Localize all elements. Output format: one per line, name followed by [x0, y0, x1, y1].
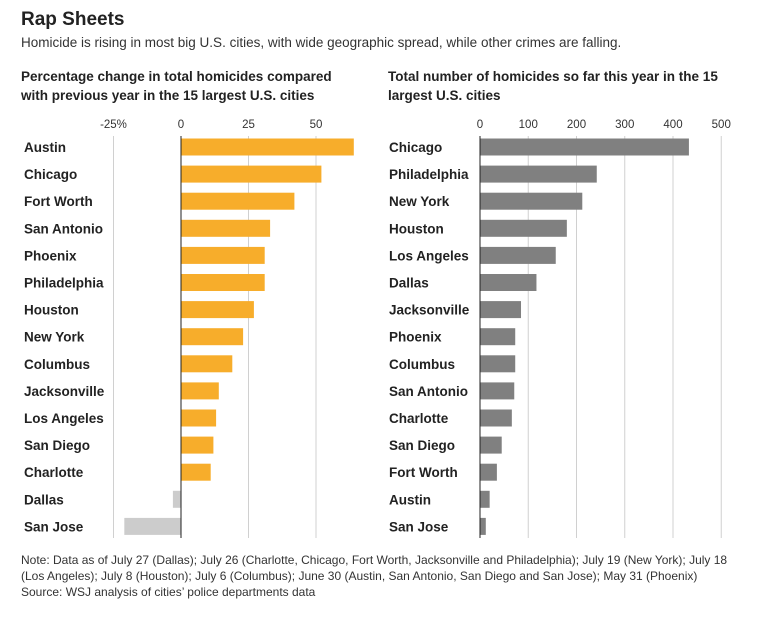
chart-2-category-label-philadelphia: Philadelphia: [389, 167, 469, 182]
chart-1-category-label-phoenix: Phoenix: [24, 248, 77, 263]
chart-2-tick-label-300: 300: [615, 119, 634, 131]
chart-1-category-label-san-antonio: San Antonio: [24, 221, 103, 236]
chart-2-title: Total number of homicides so far this ye…: [388, 69, 718, 103]
chart-2-bar-chicago: [480, 138, 689, 156]
chart-2-bar-charlotte: [480, 409, 512, 427]
chart-2-category-label-dallas: Dallas: [389, 276, 429, 291]
chart-2-category-label-chicago: Chicago: [389, 140, 442, 155]
chart-1-title: Percentage change in total homicides com…: [21, 69, 332, 103]
chart-1-bar-columbus: [181, 355, 233, 373]
chart-1-category-label-jacksonville: Jacksonville: [24, 384, 105, 399]
note-text: Note: Data as of July 27 (Dallas); July …: [21, 553, 728, 583]
chart-2-bar-philadelphia: [480, 165, 597, 183]
chart-2-bar-san-diego: [480, 436, 502, 454]
chart-2-category-label-fort-worth: Fort Worth: [389, 465, 458, 480]
source-text: Source: WSJ analysis of cities’ police d…: [21, 585, 316, 599]
chart-2-category-label-phoenix: Phoenix: [389, 330, 442, 345]
chart-1-category-label-charlotte: Charlotte: [24, 465, 84, 480]
chart-1-bar-fort-worth: [181, 192, 295, 210]
chart-2-category-label-columbus: Columbus: [389, 357, 455, 372]
chart-2-bar-phoenix: [480, 328, 516, 346]
chart-2-bar-jacksonville: [480, 301, 522, 319]
chart-1-bar-phoenix: [181, 246, 265, 264]
chart-1-tick-label-50: 50: [310, 119, 323, 131]
chart-2-category-label-jacksonville: Jacksonville: [389, 303, 470, 318]
chart-1-category-label-san-jose: San Jose: [24, 519, 84, 534]
chart-2-tick-label-100: 100: [519, 119, 538, 131]
chart-1-category-label-new-york: New York: [24, 330, 85, 345]
chart-2-category-label-houston: Houston: [389, 221, 444, 236]
chart-1-bar-san-jose: [124, 517, 181, 535]
page-title: Rap Sheets: [21, 9, 125, 30]
chart-1-bar-dallas: [172, 490, 181, 508]
chart-1-bar-chicago: [181, 165, 322, 183]
chart-2-bar-columbus: [480, 355, 516, 373]
chart-2-bar-new-york: [480, 192, 583, 210]
chart-2-tick-label-200: 200: [567, 119, 586, 131]
chart-1-bar-los-angeles: [181, 409, 217, 427]
chart-1-category-label-chicago: Chicago: [24, 167, 77, 182]
chart-2-category-label-charlotte: Charlotte: [389, 411, 449, 426]
chart-1-tick-label-25: 25: [242, 119, 255, 131]
chart-2-tick-label-400: 400: [663, 119, 682, 131]
chart-2-bar-houston: [480, 219, 567, 237]
chart-2-tick-label-0: 0: [477, 119, 483, 131]
chart-1-category-label-fort-worth: Fort Worth: [24, 194, 93, 209]
chart-1-bar-philadelphia: [181, 274, 265, 291]
chart-1-bar-san-diego: [181, 436, 214, 454]
chart-2-bar-austin: [480, 490, 490, 508]
chart-1-bar-jacksonville: [181, 382, 219, 400]
chart-2-tick-label-500: 500: [712, 119, 731, 131]
chart-1-tick-label-25: -25%: [100, 119, 127, 131]
chart-2-bar-fort-worth: [480, 463, 497, 481]
chart-2-category-label-san-jose: San Jose: [389, 519, 449, 534]
chart-2-category-label-san-antonio: San Antonio: [389, 384, 468, 399]
chart-2-category-label-los-angeles: Los Angeles: [389, 248, 469, 263]
chart-2-bar-san-antonio: [480, 382, 515, 400]
chart-2-bar-los-angeles: [480, 246, 556, 264]
chart-1-bar-austin: [181, 138, 354, 156]
chart-1-bar-charlotte: [181, 463, 211, 481]
chart-2-category-label-san-diego: San Diego: [389, 438, 455, 453]
chart-2-category-label-austin: Austin: [389, 492, 431, 507]
chart-1-tick-label-0: 0: [178, 119, 184, 131]
chart-1-bar-houston: [181, 301, 254, 319]
chart-1-category-label-dallas: Dallas: [24, 492, 64, 507]
footnotes: Note: Data as of July 27 (Dallas); July …: [21, 552, 741, 600]
chart-2-category-label-new-york: New York: [389, 194, 450, 209]
chart-2-bar-san-jose: [480, 517, 486, 535]
chart-1-category-label-houston: Houston: [24, 303, 79, 318]
chart-1-category-label-austin: Austin: [24, 140, 66, 155]
page-subtitle: Homicide is rising in most big U.S. citi…: [21, 35, 622, 50]
chart-1-bar-new-york: [181, 328, 244, 346]
chart-1-category-label-philadelphia: Philadelphia: [24, 276, 104, 291]
charts-canvas: -25% 0 25 50 Austin Chicago Fort Worth San Anto…: [24, 119, 731, 538]
chart-1-category-label-columbus: Columbus: [24, 357, 90, 372]
chart-1-category-label-san-diego: San Diego: [24, 438, 90, 453]
chart-1-bar-san-antonio: [181, 219, 271, 237]
chart-1-category-label-los-angeles: Los Angeles: [24, 411, 104, 426]
chart-2-bar-dallas: [480, 274, 537, 291]
